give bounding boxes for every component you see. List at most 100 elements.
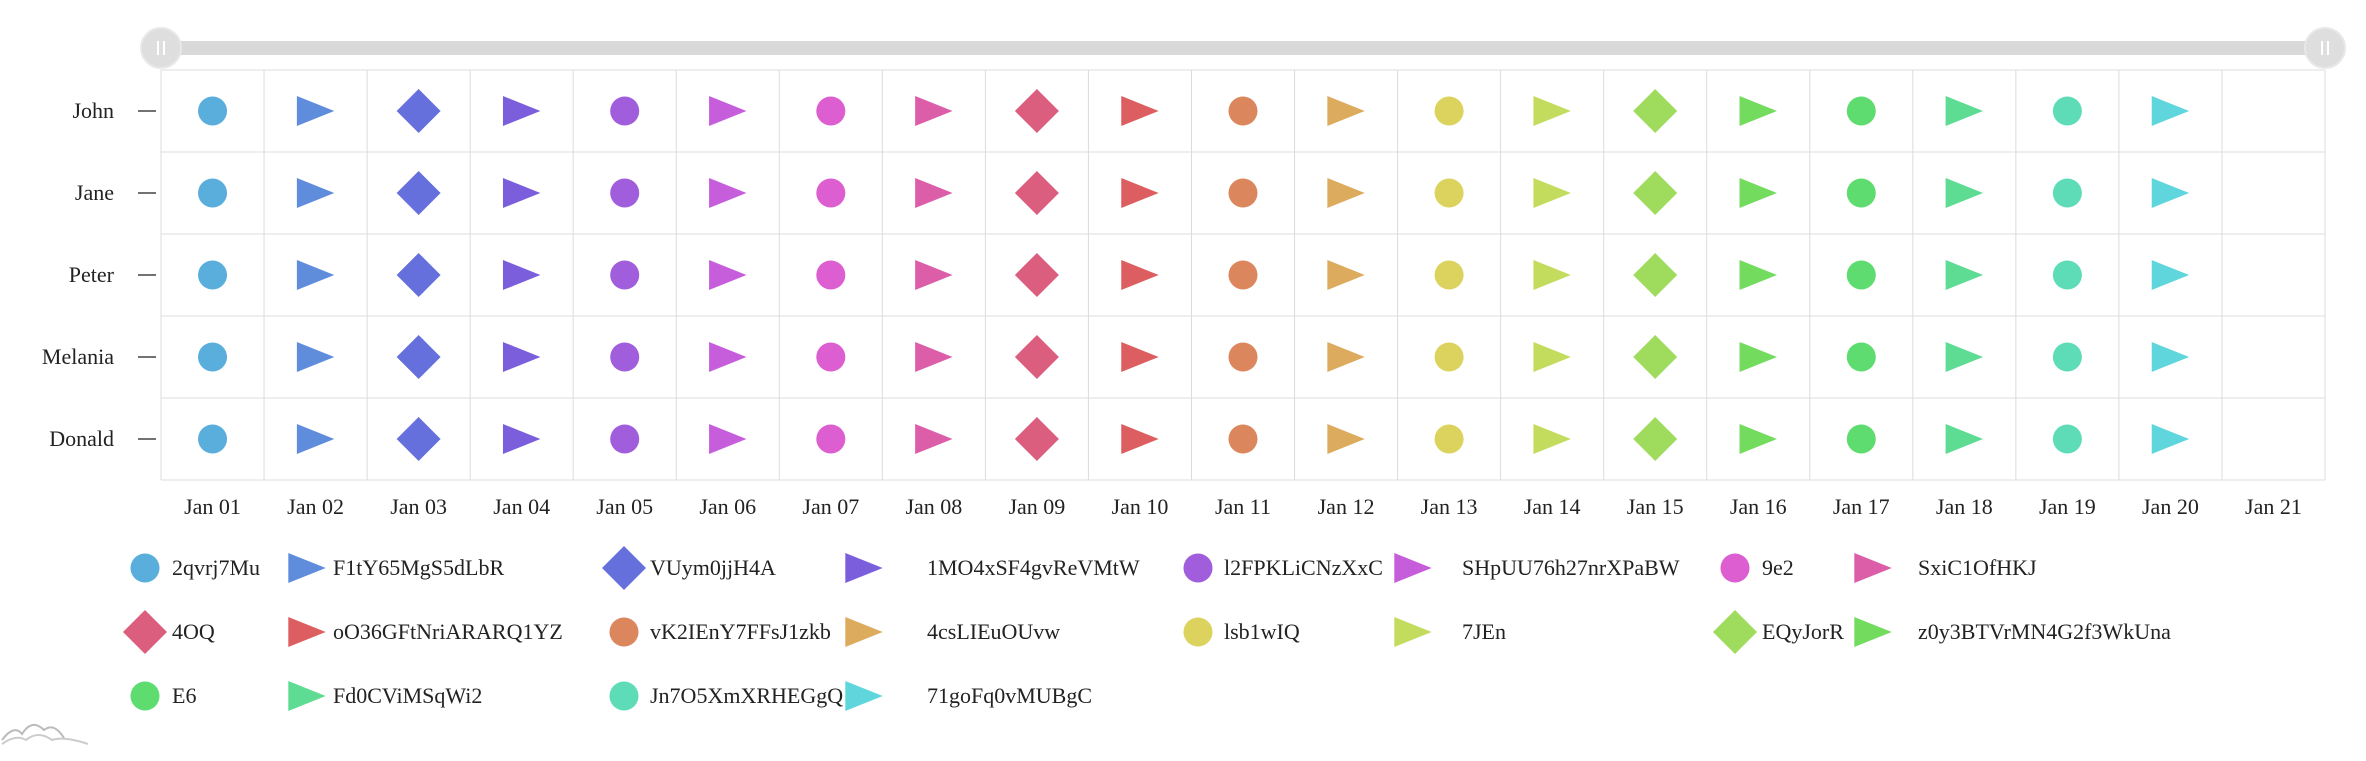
data-point	[502, 178, 541, 208]
legend-item[interactable]: lsb1wIQ	[1183, 617, 1300, 647]
data-point	[1633, 253, 1678, 297]
x-tick-label: Jan 10	[1112, 494, 1169, 519]
x-tick-label: Jan 18	[1936, 494, 1993, 519]
x-tick-label: Jan 08	[905, 494, 962, 519]
data-point	[1014, 253, 1059, 297]
legend-marker	[609, 681, 639, 711]
data-point	[1846, 178, 1876, 208]
data-point	[1846, 342, 1876, 372]
legend-item[interactable]: F1tY65MgS5dLbR	[288, 553, 504, 583]
legend-marker	[609, 617, 639, 647]
legend-item[interactable]: 2qvrj7Mu	[130, 553, 260, 583]
chart-marks	[198, 89, 2190, 461]
legend-marker	[288, 617, 326, 647]
data-point	[1121, 342, 1159, 372]
data-point	[1327, 342, 1365, 372]
x-tick-label: Jan 19	[2039, 494, 2096, 519]
legend-item[interactable]: 71goFq0vMUBgC	[845, 681, 1092, 711]
data-point	[502, 96, 541, 126]
data-point	[296, 424, 335, 454]
x-tick-label: Jan 05	[596, 494, 653, 519]
legend-item[interactable]: EQyJorR	[1713, 610, 1844, 654]
legend-marker	[1720, 553, 1750, 583]
legend-label: E6	[172, 683, 196, 708]
data-point	[816, 96, 846, 126]
data-point	[1327, 178, 1365, 208]
x-tick-label: Jan 12	[1318, 494, 1375, 519]
data-point	[1327, 424, 1365, 454]
data-point	[709, 178, 747, 208]
data-point	[2151, 424, 2190, 454]
legend-item[interactable]: z0y3BTVrMN4G2f3WkUna	[1854, 617, 2171, 647]
legend-item[interactable]: vK2IEnY7FFsJ1zkb	[609, 617, 831, 647]
legend-item[interactable]: l2FPKLiCNzXxC	[1183, 553, 1383, 583]
data-point	[1228, 424, 1258, 454]
scrollbar[interactable]	[140, 27, 2346, 69]
scrollbar-start-handle[interactable]	[140, 27, 182, 69]
legend-label: EQyJorR	[1762, 619, 1844, 644]
data-point	[396, 253, 441, 297]
data-point	[1121, 96, 1159, 126]
x-tick-label: Jan 14	[1524, 494, 1581, 519]
legend-item[interactable]: 4OQ	[123, 610, 215, 654]
legend-marker	[1394, 553, 1432, 583]
data-point	[610, 342, 640, 372]
x-tick-label: Jan 07	[802, 494, 859, 519]
legend-label: Fd0CViMSqWi2	[333, 683, 482, 708]
legend-item[interactable]: 1MO4xSF4gvReVMtW	[845, 553, 1140, 583]
data-point	[396, 89, 441, 133]
legend-marker	[602, 546, 646, 590]
legend-label: 71goFq0vMUBgC	[927, 683, 1092, 708]
legend-item[interactable]: Jn7O5XmXRHEGgQ	[609, 681, 843, 711]
legend-item[interactable]: 4csLIEuOUvw	[845, 617, 1060, 647]
legend-marker	[130, 681, 160, 711]
x-tick-label: Jan 03	[390, 494, 447, 519]
legend-item[interactable]: E6	[130, 681, 196, 711]
data-point	[198, 342, 228, 372]
data-point	[1633, 335, 1678, 379]
data-point	[816, 260, 846, 290]
data-point	[1327, 96, 1365, 126]
x-tick-label: Jan 15	[1627, 494, 1684, 519]
scrollbar-end-handle[interactable]	[2304, 27, 2346, 69]
data-point	[2052, 178, 2082, 208]
legend-label: 7JEn	[1462, 619, 1506, 644]
legend-marker	[845, 681, 883, 711]
x-tick-label: Jan 16	[1730, 494, 1787, 519]
data-point	[1434, 178, 1464, 208]
data-point	[198, 96, 228, 126]
data-point	[610, 96, 640, 126]
x-tick-label: Jan 11	[1215, 494, 1271, 519]
legend-label: VUym0jjH4A	[650, 555, 776, 580]
legend-label: lsb1wIQ	[1224, 619, 1300, 644]
data-point	[709, 424, 747, 454]
scrollbar-track[interactable]	[161, 41, 2325, 55]
legend-item[interactable]: Fd0CViMSqWi2	[288, 681, 482, 711]
x-tick-label: Jan 17	[1833, 494, 1890, 519]
legend-item[interactable]: VUym0jjH4A	[602, 546, 776, 590]
legend-item[interactable]: 9e2	[1720, 553, 1794, 583]
y-tick-label: Donald	[49, 426, 114, 451]
legend-marker	[288, 681, 326, 711]
legend-item[interactable]: SxiC1OfHKJ	[1854, 553, 2037, 583]
legend-label: SxiC1OfHKJ	[1918, 555, 2037, 580]
data-point	[198, 178, 228, 208]
legend-marker	[1854, 617, 1892, 647]
data-point	[1533, 424, 1571, 454]
data-point	[2052, 96, 2082, 126]
legend-marker	[1713, 610, 1757, 654]
data-point	[1434, 424, 1464, 454]
y-tick-label: Melania	[42, 344, 114, 369]
legend-item[interactable]: oO36GFtNriARARQ1YZ	[288, 617, 563, 647]
legend-item[interactable]: SHpUU76h27nrXPaBW	[1394, 553, 1680, 583]
legend-label: 1MO4xSF4gvReVMtW	[927, 555, 1140, 580]
data-point	[1434, 342, 1464, 372]
x-tick-label: Jan 02	[287, 494, 344, 519]
data-point	[1121, 260, 1159, 290]
data-point	[709, 96, 747, 126]
data-point	[396, 171, 441, 215]
legend-item[interactable]: 7JEn	[1394, 617, 1506, 647]
data-point	[1014, 417, 1059, 461]
legend-label: z0y3BTVrMN4G2f3WkUna	[1918, 619, 2171, 644]
